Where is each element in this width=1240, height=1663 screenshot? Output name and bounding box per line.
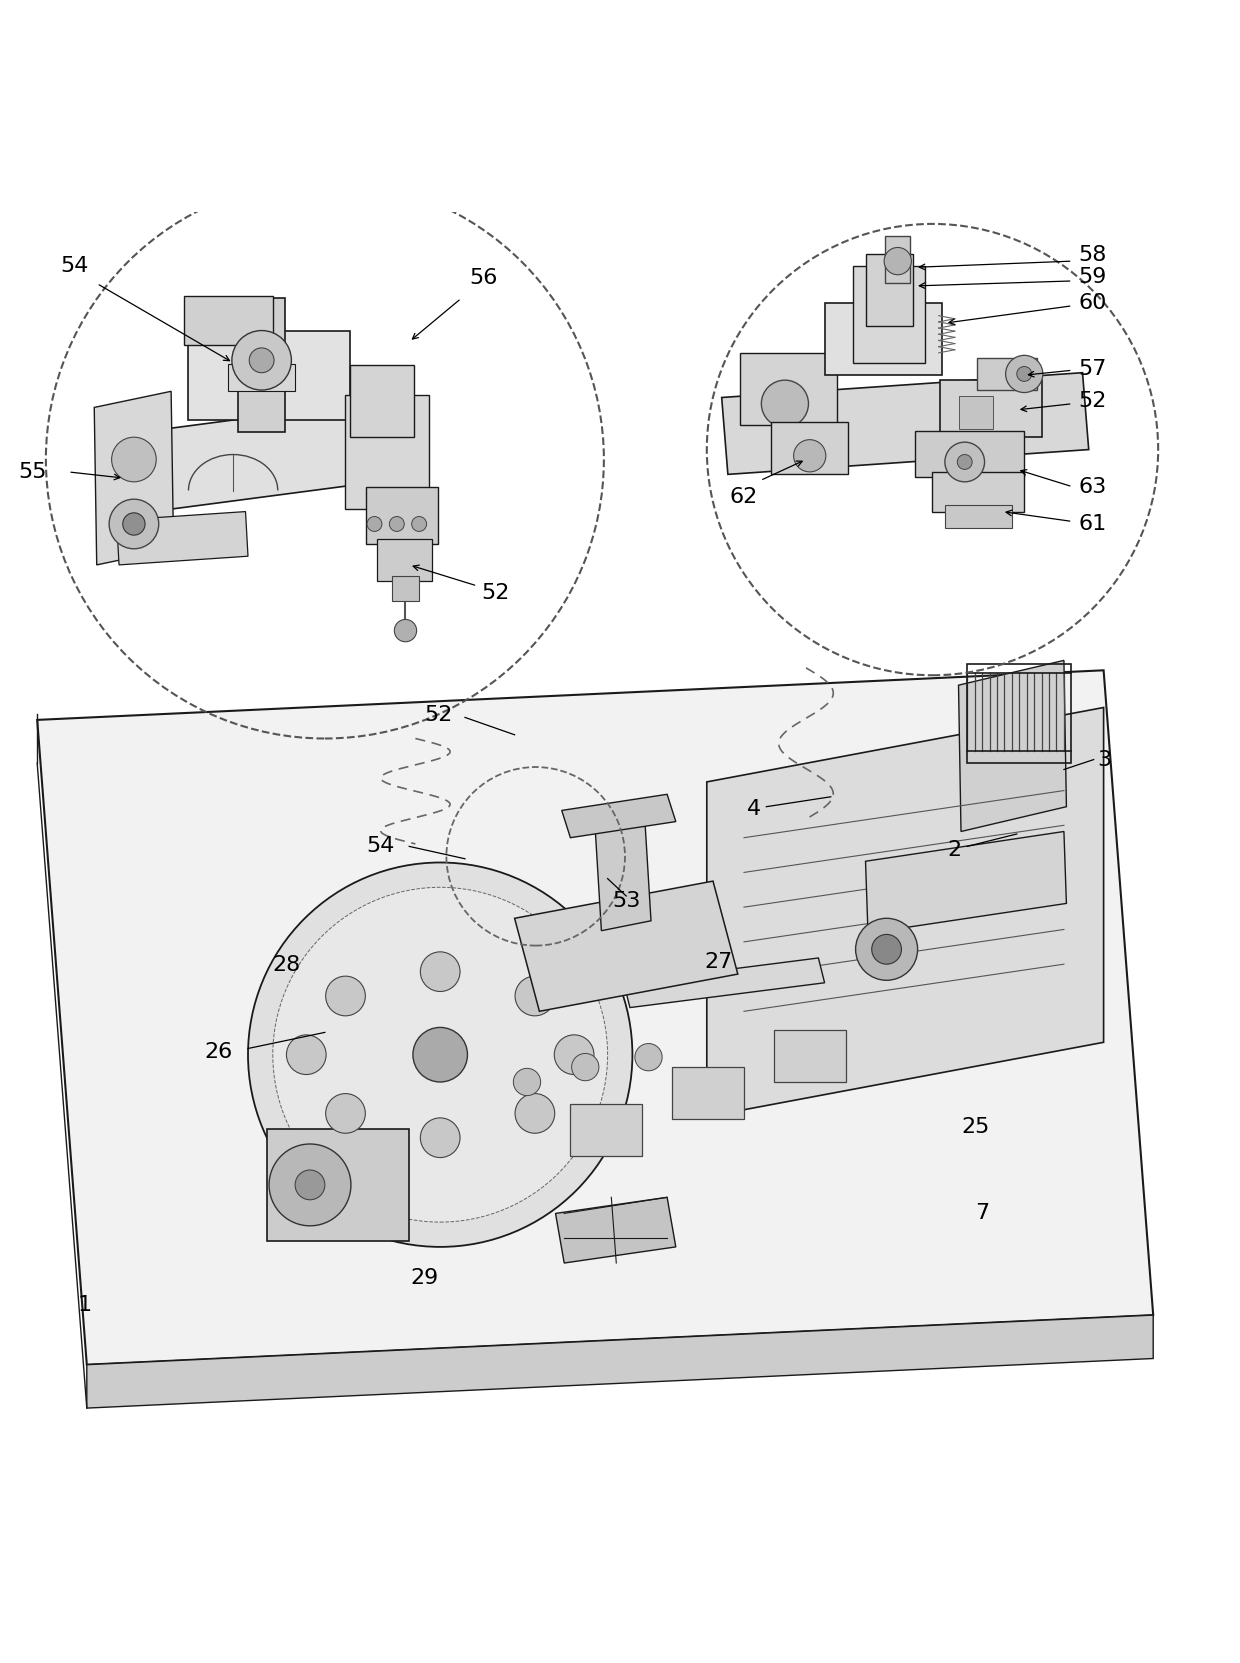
Text: 60: 60	[1079, 293, 1107, 313]
Polygon shape	[117, 512, 248, 565]
Circle shape	[389, 517, 404, 532]
Polygon shape	[595, 820, 651, 931]
Text: 4: 4	[746, 800, 761, 820]
Polygon shape	[624, 958, 825, 1008]
Circle shape	[515, 1094, 554, 1133]
Bar	[771, 422, 848, 474]
Circle shape	[794, 439, 826, 472]
Bar	[188, 331, 350, 419]
Circle shape	[884, 248, 911, 274]
Bar	[672, 1068, 744, 1119]
Bar	[345, 396, 429, 509]
Bar	[885, 236, 910, 283]
Circle shape	[1017, 366, 1032, 381]
Bar	[940, 381, 1042, 437]
Text: 26: 26	[205, 1043, 233, 1063]
Text: 29: 29	[410, 1267, 438, 1287]
Polygon shape	[122, 404, 360, 516]
Circle shape	[761, 381, 808, 427]
Bar	[825, 303, 942, 376]
Circle shape	[412, 517, 427, 532]
Polygon shape	[87, 1315, 1153, 1409]
Bar	[392, 575, 419, 600]
Bar	[267, 1129, 409, 1241]
Circle shape	[295, 1171, 325, 1199]
Text: 55: 55	[19, 462, 47, 482]
Bar	[945, 506, 1012, 527]
Circle shape	[872, 935, 901, 965]
Bar	[228, 364, 295, 391]
Polygon shape	[722, 373, 1089, 474]
Text: 1: 1	[77, 1295, 92, 1315]
Text: 52: 52	[1079, 391, 1107, 411]
Text: 62: 62	[730, 487, 758, 507]
Text: 58: 58	[1079, 244, 1107, 264]
Text: 63: 63	[1079, 477, 1107, 497]
Circle shape	[856, 918, 918, 980]
Circle shape	[326, 1094, 366, 1133]
Bar	[959, 396, 993, 429]
Circle shape	[957, 454, 972, 469]
Bar	[740, 353, 837, 424]
Circle shape	[515, 976, 554, 1016]
Circle shape	[513, 1068, 541, 1096]
Circle shape	[554, 1034, 594, 1074]
Text: 2: 2	[947, 840, 962, 860]
Polygon shape	[94, 391, 174, 565]
Text: 52: 52	[481, 584, 510, 604]
Text: 25: 25	[961, 1116, 990, 1136]
Bar	[774, 1029, 846, 1083]
Bar	[977, 358, 1037, 391]
Circle shape	[394, 619, 417, 642]
Polygon shape	[707, 707, 1104, 1116]
Polygon shape	[562, 795, 676, 838]
Text: 28: 28	[273, 956, 301, 976]
Text: 3: 3	[1097, 750, 1111, 770]
Bar	[570, 1104, 642, 1156]
Bar	[184, 296, 273, 346]
Circle shape	[367, 517, 382, 532]
Circle shape	[326, 976, 366, 1016]
Polygon shape	[37, 670, 1153, 1365]
Bar	[853, 266, 925, 363]
Polygon shape	[556, 1197, 676, 1262]
Text: 27: 27	[704, 951, 733, 971]
Circle shape	[420, 951, 460, 991]
Circle shape	[232, 331, 291, 391]
Bar	[915, 431, 1024, 477]
Text: 53: 53	[613, 891, 641, 911]
Bar	[866, 254, 913, 326]
Text: 61: 61	[1079, 514, 1107, 534]
Circle shape	[273, 888, 608, 1222]
Bar	[377, 539, 432, 580]
Circle shape	[248, 863, 632, 1247]
Circle shape	[112, 437, 156, 482]
Text: 56: 56	[470, 268, 497, 288]
Polygon shape	[515, 881, 738, 1011]
Polygon shape	[866, 832, 1066, 933]
Polygon shape	[959, 660, 1066, 832]
Circle shape	[123, 512, 145, 535]
Circle shape	[269, 1144, 351, 1226]
Circle shape	[249, 348, 274, 373]
Circle shape	[420, 1118, 460, 1157]
Text: 52: 52	[424, 705, 453, 725]
Bar	[350, 366, 414, 437]
Text: 54: 54	[366, 836, 394, 856]
Bar	[366, 487, 438, 544]
Circle shape	[413, 1028, 467, 1083]
Text: 57: 57	[1079, 359, 1107, 379]
Circle shape	[635, 1044, 662, 1071]
Text: 7: 7	[975, 1204, 990, 1224]
Bar	[932, 472, 1024, 512]
Text: 59: 59	[1079, 268, 1107, 288]
Circle shape	[572, 1053, 599, 1081]
Circle shape	[286, 1034, 326, 1074]
Bar	[967, 664, 1071, 763]
Text: 54: 54	[61, 256, 88, 276]
Bar	[238, 298, 285, 432]
Circle shape	[945, 442, 985, 482]
Circle shape	[109, 499, 159, 549]
Circle shape	[1006, 356, 1043, 392]
